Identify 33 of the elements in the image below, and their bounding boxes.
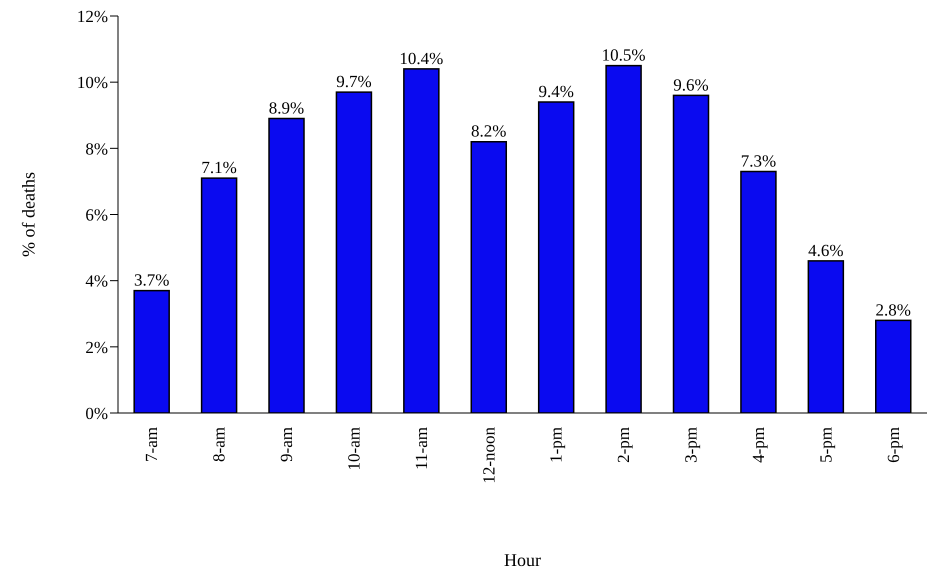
x-tick-label: 5-pm [816,427,836,463]
data-label: 10.4% [399,48,444,68]
x-tick-label: 11-am [412,427,431,470]
y-axis-title: % of deaths [18,172,38,257]
x-tick-label: 7-am [142,427,162,462]
y-tick-label: 8% [85,139,108,158]
x-tick-label: 1-pm [546,427,566,463]
data-label: 9.7% [336,72,372,92]
data-label: 9.6% [673,75,709,94]
x-tick-label: 3-pm [682,427,701,463]
x-tick-label: 6-pm [884,427,903,463]
data-label: 9.4% [538,82,574,102]
data-label: 8.9% [268,98,304,118]
x-tick-label: 8-am [210,427,229,462]
y-tick-label: 2% [85,338,108,357]
data-label: 8.2% [471,122,506,141]
x-tick-label: 12-noon [479,426,498,484]
y-tick-label: 12% [76,7,108,26]
data-label: 2.8% [876,300,911,320]
x-tick-label: 2-pm [614,427,634,463]
x-tick-label: 4-pm [748,427,768,463]
x-tick-label: 10-am [344,427,364,470]
data-label: 7.1% [201,158,237,178]
y-tick-label: 4% [85,272,108,291]
y-tick-label: 6% [85,206,108,225]
data-label: 10.5% [602,46,646,65]
x-axis-title: Hour [504,550,541,570]
data-label: 3.7% [134,270,170,290]
x-tick-label: 9-am [277,427,296,462]
y-tick-label: 0% [85,404,108,424]
data-label: 4.6% [808,240,844,260]
data-label: 7.3% [740,151,776,170]
y-tick-label: 10% [76,73,108,92]
